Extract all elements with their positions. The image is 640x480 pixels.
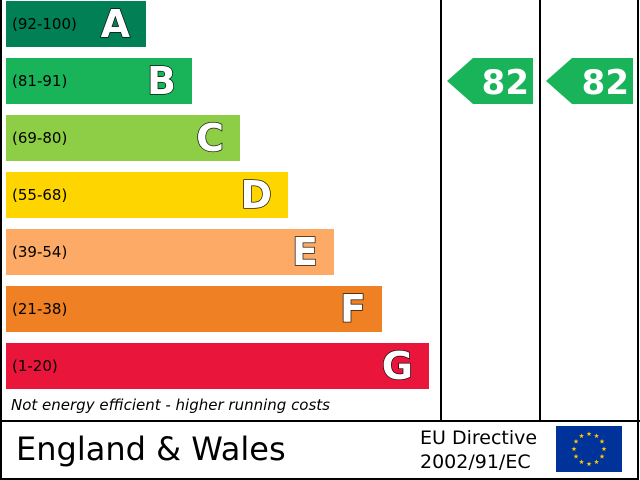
eu-directive: EU Directive 2002/91/EC [420, 426, 537, 474]
eu-flag-star [586, 461, 592, 467]
band-letter-a: A [101, 2, 131, 46]
eu-flag-star [594, 433, 599, 439]
band-bar-e [6, 229, 334, 275]
band-bar-a [6, 1, 146, 47]
band-letter-g: G [382, 344, 413, 388]
eu-flag-star [599, 453, 605, 459]
band-letter-f: F [340, 287, 366, 331]
band-range-d: (55-68) [12, 186, 67, 204]
band-bar-b [6, 58, 192, 104]
eu-directive-line2: 2002/91/EC [420, 451, 531, 473]
band-letter-d: D [240, 173, 272, 217]
band-range-a: (92-100) [12, 15, 77, 33]
band-bar-d [6, 172, 288, 218]
band-bar-g [6, 343, 429, 389]
potential-rating-value: 82 [582, 63, 629, 103]
eu-directive-line1: EU Directive [420, 427, 538, 449]
eu-flag-star [571, 446, 577, 452]
band-range-e: (39-54) [12, 243, 67, 261]
eu-flag-star [579, 459, 584, 465]
eu-flag-star [579, 433, 584, 439]
eu-flag-star [573, 453, 579, 459]
eu-flag-star [601, 446, 607, 452]
eu-flag-star [573, 438, 579, 444]
current-rating-arrow [447, 58, 533, 104]
band-letter-c: C [196, 116, 224, 160]
eu-flag-star [586, 431, 592, 437]
current-rating-value: 82 [482, 63, 529, 103]
band-range-b: (81-91) [12, 72, 67, 90]
band-bar-f [6, 286, 382, 332]
band-letter-b: B [147, 59, 176, 103]
band-range-g: (1-20) [12, 357, 58, 375]
rating-bands: (92-100) A (81-91) B (69-80) C (55-68) D (39-54)… [6, 1, 429, 389]
eu-flag-icon [556, 426, 622, 472]
band-letter-e: E [292, 230, 318, 274]
potential-rating-arrow [546, 58, 633, 104]
band-range-c: (69-80) [12, 129, 67, 147]
region-label: England & Wales [16, 430, 286, 468]
rating-arrows: 82 82 [447, 58, 633, 104]
footnote-text: Not energy efficient - higher running co… [11, 396, 330, 414]
eu-flag-star [599, 438, 605, 444]
band-range-f: (21-38) [12, 300, 67, 318]
band-bar-c [6, 115, 240, 161]
eu-flag-star [594, 459, 599, 465]
